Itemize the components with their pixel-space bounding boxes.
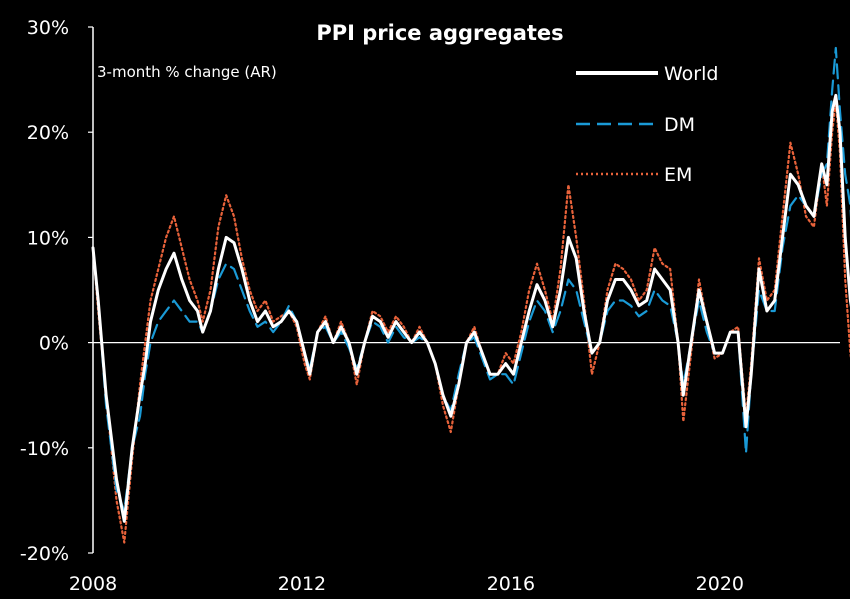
- x-tick-label: 2008: [69, 573, 117, 595]
- y-axis-tick-labels: -20% -10% 0% 10% 20% 30%: [20, 17, 93, 565]
- y-tick-label: 0%: [39, 333, 69, 355]
- x-tick-label: 2020: [696, 573, 744, 595]
- legend-label-em: EM: [664, 164, 692, 186]
- chart-title: PPI price aggregates: [316, 21, 563, 45]
- x-tick-label: 2012: [278, 573, 326, 595]
- legend-label-dm: DM: [664, 114, 695, 136]
- chart-subtitle: 3-month % change (AR): [97, 63, 277, 81]
- y-tick-label: -20%: [20, 543, 69, 565]
- series-line-world: [91, 93, 850, 523]
- x-tick-label: 2016: [487, 573, 535, 595]
- series-line-dm: [91, 46, 850, 512]
- y-tick-label: 10%: [27, 227, 69, 249]
- y-tick-label: 20%: [27, 122, 69, 144]
- x-axis-tick-labels: 2008 2012 2016 2020: [69, 573, 744, 595]
- y-tick-label: 30%: [27, 17, 69, 39]
- legend-label-world: World: [664, 63, 718, 85]
- legend: World DM EM: [576, 63, 718, 186]
- y-tick-label: -10%: [20, 438, 69, 460]
- series-layer: [91, 46, 850, 544]
